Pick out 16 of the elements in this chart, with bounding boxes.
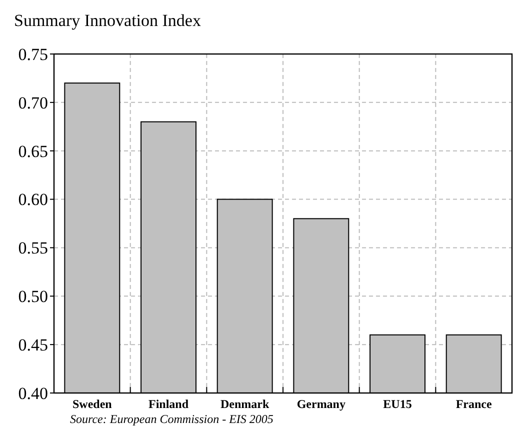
x-tick-label: Sweden bbox=[72, 397, 112, 411]
x-tick-label: Denmark bbox=[220, 397, 270, 411]
y-tick-label: 0.75 bbox=[18, 44, 48, 64]
source-note: Source: European Commission - EIS 2005 bbox=[70, 412, 274, 426]
y-tick-label: 0.70 bbox=[18, 93, 48, 112]
y-tick-label: 0.50 bbox=[18, 287, 48, 306]
x-tick-label: Germany bbox=[296, 397, 346, 411]
x-tick-label: Finland bbox=[148, 397, 189, 411]
y-tick-label: 0.65 bbox=[18, 142, 48, 161]
x-tick-label: EU15 bbox=[383, 397, 412, 411]
chart-title: Summary Innovation Index bbox=[14, 11, 202, 30]
y-tick-label: 0.40 bbox=[18, 384, 48, 403]
y-tick-label: 0.60 bbox=[18, 190, 48, 210]
x-tick-label: France bbox=[456, 397, 492, 411]
y-tick-label: 0.55 bbox=[18, 238, 48, 258]
y-tick-label: 0.45 bbox=[18, 336, 48, 355]
